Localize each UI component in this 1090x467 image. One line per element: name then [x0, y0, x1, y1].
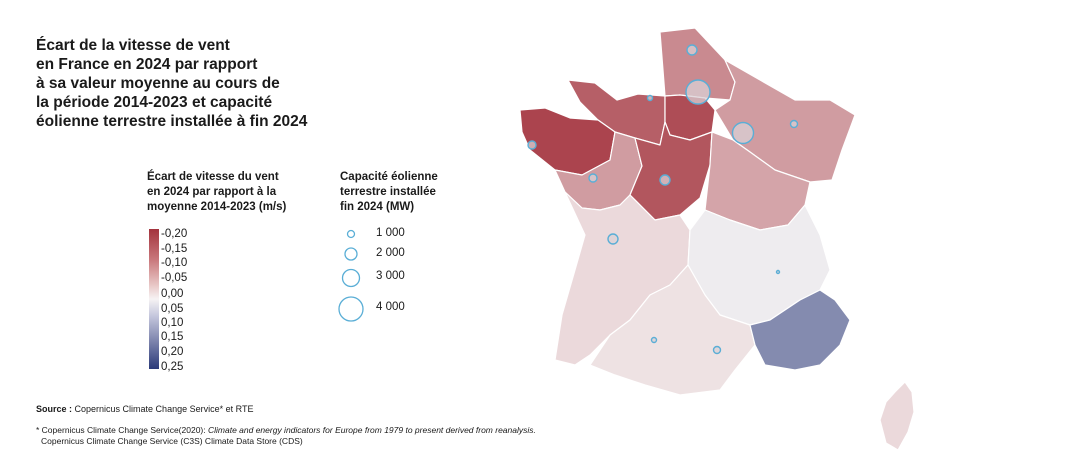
map-title: Écart de la vitesse de vent en France en… — [36, 36, 356, 131]
color-tick-label: 0,05 — [161, 303, 184, 315]
color-tick-label: -0,15 — [161, 243, 188, 255]
capacity-bubble-nouvelle-aquitaine — [607, 233, 619, 245]
color-tick-label: -0,05 — [161, 272, 188, 284]
capacity-bubble-normandie — [646, 94, 654, 102]
size-legend-item: 1 000 — [336, 226, 456, 256]
size-legend-label: 4 000 — [376, 301, 405, 313]
source-note: Source : Copernicus Climate Change Servi… — [36, 404, 253, 414]
size-legend-title-line: terrestre installée — [340, 186, 436, 198]
title-line: la période 2014-2023 et capacité — [36, 94, 273, 111]
color-tick-label: -0,20 — [161, 228, 188, 240]
footnote-italic: Climate and energy indicators for Europe… — [207, 425, 536, 435]
title-line: à sa valeur moyenne au cours de — [36, 75, 280, 92]
capacity-bubble-hauts-de-france — [685, 79, 711, 105]
color-tick-label: 0,25 — [161, 361, 184, 373]
footnote: * Copernicus Climate Change Service(2020… — [36, 425, 536, 447]
capacity-bubble-pays-de-la-loire — [588, 173, 598, 183]
bubble-icon — [338, 296, 364, 322]
size-legend-title-line: Capacité éolienne — [340, 171, 438, 183]
capacity-bubble-hauts-de-france-north — [686, 44, 698, 56]
region-corse — [879, 381, 915, 451]
title-line: Écart de la vitesse de vent — [36, 37, 230, 54]
capacity-bubble-grand-est-east — [789, 119, 799, 129]
color-tick-label: 0,20 — [161, 346, 184, 358]
color-legend-title-line: moyenne 2014-2023 (m/s) — [147, 201, 287, 213]
footnote-prefix: * Copernicus Climate Change Service(2020… — [36, 425, 208, 435]
title-line: éolienne terrestre installée à fin 2024 — [36, 113, 308, 130]
color-legend-title-line: en 2024 par rapport à la — [147, 186, 277, 198]
bubble-icon — [341, 268, 361, 288]
region-occitanie — [589, 264, 756, 396]
size-legend-title: Capacité éolienne terrestre installée fi… — [340, 170, 470, 215]
footnote-line-1: * Copernicus Climate Change Service(2020… — [36, 425, 536, 436]
color-legend-title-line: Écart de vitesse du vent — [147, 171, 279, 183]
size-legend-title-line: fin 2024 (MW) — [340, 201, 415, 213]
size-legend-label: 2 000 — [376, 247, 405, 259]
source-text: Copernicus Climate Change Service* et RT… — [74, 404, 254, 414]
color-tick-label: 0,15 — [161, 331, 184, 343]
size-legend-item: 2 000 — [336, 246, 456, 276]
size-legend-label: 3 000 — [376, 270, 405, 282]
capacity-bubble-centre — [659, 174, 671, 186]
color-tick-label: 0,10 — [161, 317, 184, 329]
capacity-bubble-occitanie-west — [650, 336, 658, 344]
capacity-bubble-occitanie — [712, 345, 722, 355]
size-legend-item: 3 000 — [336, 268, 456, 298]
region-paca — [749, 289, 851, 371]
color-tick-label: -0,10 — [161, 257, 188, 269]
title-line: en France en 2024 par rapport — [36, 56, 258, 73]
source-label: Source : — [36, 404, 73, 414]
capacity-bubble-bretagne — [527, 140, 537, 150]
color-scale-bar — [149, 229, 159, 369]
size-legend-item: 4 000 — [336, 294, 456, 324]
footnote-line-2: Copernicus Climate Change Service (C3S) … — [41, 436, 303, 446]
bubble-icon — [346, 229, 356, 239]
capacity-bubble-grand-est — [731, 121, 755, 145]
bubble-icon — [344, 247, 358, 261]
color-legend-title: Écart de vitesse du vent en 2024 par rap… — [147, 170, 327, 215]
size-legend-label: 1 000 — [376, 227, 405, 239]
region-hauts-de-france — [659, 27, 736, 101]
capacity-bubble-auvergne — [775, 269, 781, 275]
france-map — [520, 27, 915, 451]
color-tick-label: 0,00 — [161, 288, 184, 300]
